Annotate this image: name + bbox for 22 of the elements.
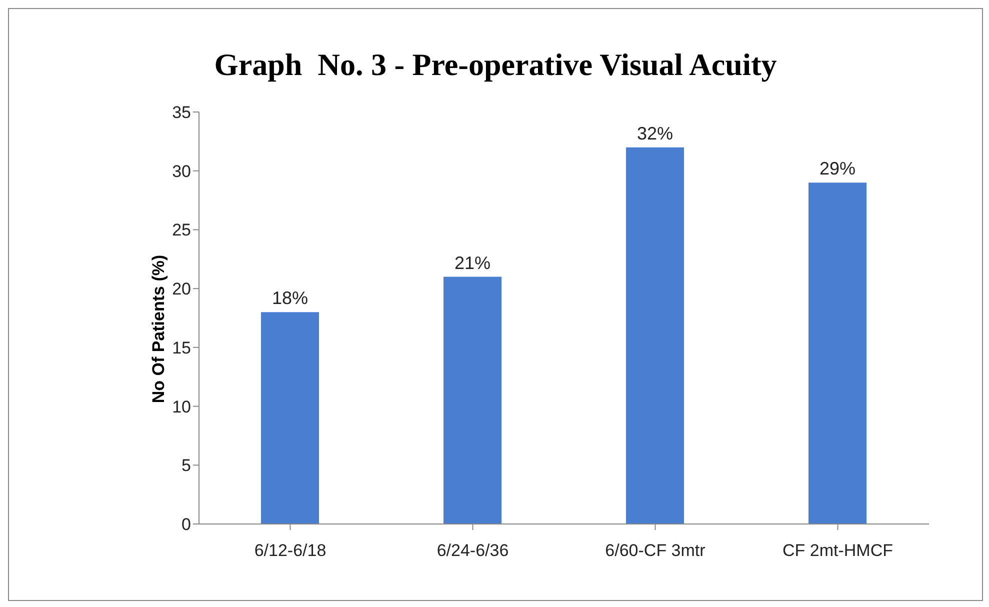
x-tick-label: 6/24-6/36 — [436, 541, 509, 560]
x-tick-label: CF 2mt-HMCF — [782, 541, 893, 560]
chart-title: Graph No. 3 - Pre-operative Visual Acuity — [213, 47, 778, 83]
y-tick-label: 15 — [172, 338, 191, 358]
y-tick-label: 35 — [172, 103, 191, 122]
bar — [444, 276, 502, 524]
x-tick-label: 6/12-6/18 — [254, 541, 326, 560]
bar — [808, 182, 866, 524]
y-tick-label: 10 — [172, 397, 191, 416]
y-tick-label: 25 — [172, 220, 191, 240]
bar — [626, 147, 684, 524]
data-label: 29% — [819, 158, 856, 179]
data-label: 18% — [272, 288, 308, 308]
x-tick-label: 6/60-CF 3mtr — [605, 541, 706, 560]
y-tick-label: 0 — [182, 515, 191, 534]
y-tick-label: 20 — [172, 280, 191, 299]
y-axis-title: No Of Patients (%) — [149, 254, 169, 404]
bar — [261, 312, 319, 524]
data-label: 32% — [636, 123, 674, 144]
y-tick-label: 30 — [172, 162, 191, 181]
y-tick-label: 5 — [182, 456, 191, 476]
data-label: 21% — [454, 252, 491, 273]
